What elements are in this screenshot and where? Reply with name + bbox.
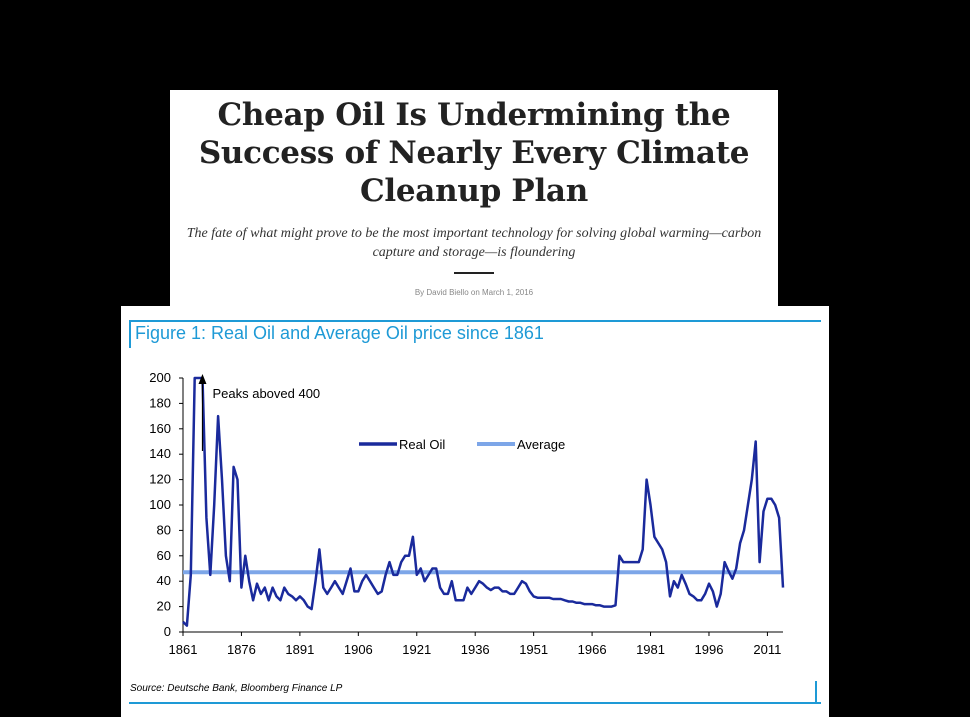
y-tick-label: 160 — [149, 421, 171, 436]
x-tick-label: 1936 — [461, 642, 490, 657]
article-dek: The fate of what might prove to be the m… — [186, 226, 762, 260]
y-tick-label: 80 — [157, 522, 171, 537]
chart-annotations: Peaks aboved 400 — [198, 374, 320, 451]
chart-axes: 0 20 40 60 80 100 120 140 160 180 200 1861 1876 1891 1… — [149, 370, 783, 657]
y-tick-label: 40 — [157, 573, 171, 588]
figure-bottom-rule — [129, 702, 821, 704]
x-tick-label: 2011 — [753, 642, 781, 657]
y-tick-label: 180 — [149, 395, 171, 410]
peak-annotation: Peaks aboved 400 — [212, 386, 320, 401]
y-tick-label: 200 — [149, 370, 171, 385]
figure-top-rule — [129, 320, 821, 322]
y-tick-label: 60 — [157, 548, 171, 563]
series-layer — [182, 376, 785, 627]
y-tick-label: 100 — [149, 497, 171, 512]
y-tick-label: 120 — [149, 472, 171, 487]
figure-right-rule — [815, 681, 817, 704]
legend-average-label: Average — [517, 437, 565, 452]
x-tick-label: 1996 — [695, 642, 724, 657]
peak-arrow-head — [198, 374, 207, 384]
chart-legend: Real Oil Average — [359, 437, 565, 452]
y-tick-label: 140 — [149, 446, 171, 461]
article-byline: By David Biello on March 1, 2016 — [414, 288, 534, 297]
y-tick-label: 20 — [157, 599, 171, 614]
figure-title: Figure 1: Real Oil and Average Oil price… — [135, 323, 544, 343]
y-tick-label: 0 — [164, 624, 171, 639]
figure-source: Source: Deutsche Bank, Bloomberg Finance… — [130, 683, 343, 694]
x-tick-label: 1861 — [169, 642, 198, 657]
x-tick-label: 1891 — [285, 642, 314, 657]
x-tick-label: 1906 — [344, 642, 373, 657]
legend-real-oil-label: Real Oil — [399, 437, 445, 452]
x-tick-label: 1966 — [578, 642, 607, 657]
x-tick-label: 1921 — [402, 642, 431, 657]
article-headline: Cheap Oil Is Undermining the Success of … — [198, 97, 750, 209]
series-line-real-oil — [182, 376, 785, 627]
dek-divider — [454, 272, 494, 274]
figure-panel: Figure 1: Real Oil and Average Oil price… — [121, 306, 829, 717]
oil-price-chart: 0 20 40 60 80 100 120 140 160 180 200 1861 1876 1891 1… — [149, 370, 785, 657]
x-tick-label: 1981 — [636, 642, 665, 657]
x-tick-label: 1951 — [519, 642, 548, 657]
article-header: Cheap Oil Is Undermining the Success of … — [170, 90, 778, 306]
x-tick-label: 1876 — [227, 642, 256, 657]
figure-left-rule — [129, 320, 131, 348]
